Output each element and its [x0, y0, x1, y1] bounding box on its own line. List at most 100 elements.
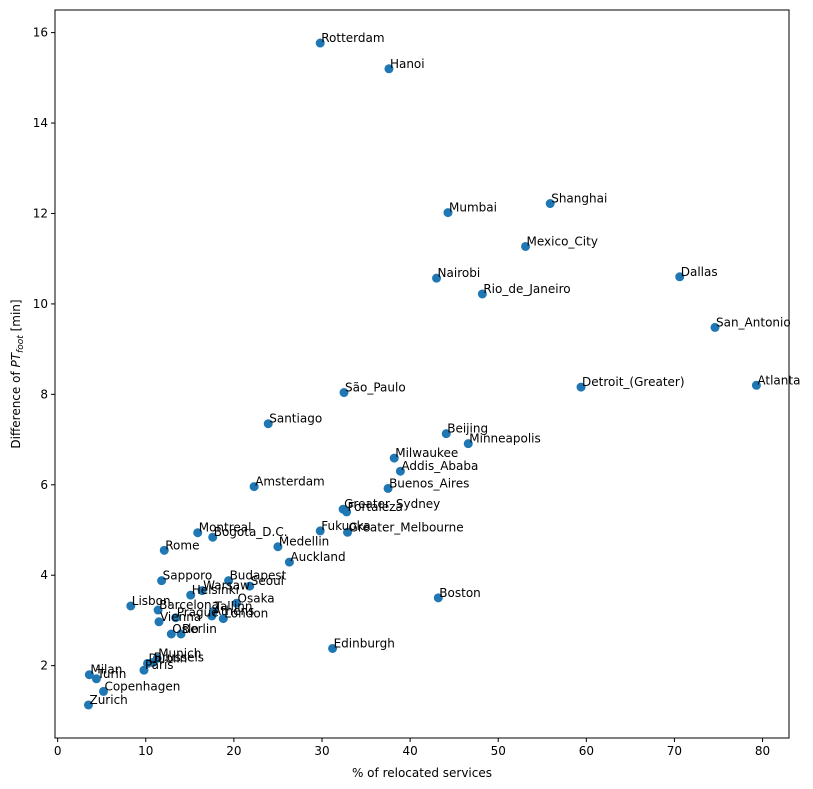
data-point-label: Rotterdam: [321, 31, 384, 45]
data-point: [576, 382, 586, 392]
data-point-label: Athens: [213, 604, 255, 618]
data-point-label: Berlin: [182, 622, 217, 636]
data-point: [521, 241, 531, 251]
data-point-label: Helsinki: [192, 583, 239, 597]
data-point: [176, 629, 186, 639]
x-tick-label: 40: [402, 744, 417, 758]
data-point: [751, 380, 761, 390]
data-point: [232, 598, 242, 608]
data-point-label: Oslo: [172, 622, 198, 636]
data-point: [432, 273, 442, 283]
data-point: [315, 38, 325, 48]
data-point-label: Brussels: [154, 650, 204, 664]
y-axis-label-suffix: [min]: [9, 299, 23, 335]
data-point: [157, 576, 167, 586]
data-point-label: Milan: [90, 663, 122, 677]
data-point: [477, 289, 487, 299]
x-tick-label: 0: [54, 744, 62, 758]
data-point: [139, 665, 149, 675]
data-point: [342, 507, 352, 517]
data-point: [328, 643, 338, 653]
data-point-label: Copenhagen: [104, 679, 180, 693]
data-point-label: Vienna: [160, 610, 201, 624]
data-point-label: Greater_Sydney: [344, 497, 440, 511]
data-point: [186, 590, 196, 600]
data-point-label: Greater_Melbourne: [349, 520, 464, 534]
y-tick-label: 8: [40, 387, 48, 401]
data-point: [675, 272, 685, 282]
data-point-label: Tallinn: [214, 599, 253, 613]
data-point-label: San_Antonio: [716, 315, 791, 329]
x-tick-label: 80: [755, 744, 770, 758]
data-point: [154, 617, 164, 627]
data-point-label: Mexico_City: [527, 234, 598, 248]
data-point-label: Rome: [165, 538, 199, 552]
data-point: [245, 581, 255, 591]
plot-area: [54, 9, 790, 739]
data-point-label: Detroit_(Greater): [582, 375, 684, 389]
x-tick-label: 20: [226, 744, 241, 758]
data-point-label: Barcelona: [159, 598, 219, 612]
data-point: [263, 419, 273, 429]
data-points: [83, 38, 761, 710]
data-point: [433, 593, 443, 603]
data-point-label: Hanoi: [390, 57, 425, 71]
x-tick-label: 30: [314, 744, 329, 758]
y-tick-label: 10: [33, 297, 48, 311]
data-point-label: Prague: [177, 606, 219, 620]
data-point: [389, 453, 399, 463]
x-axis-label: % of relocated services: [352, 766, 492, 780]
data-point-label: Amsterdam: [255, 475, 325, 489]
x-tick-label: 50: [491, 744, 506, 758]
data-point-label: Seoul: [251, 574, 284, 588]
data-point-label: Dublin: [149, 651, 188, 665]
data-point-label: Nairobi: [438, 266, 481, 280]
data-point-label: São_Paulo: [345, 381, 406, 395]
y-axis: 2 4 6 8 10 12 14 16: [33, 26, 55, 673]
data-point: [284, 557, 294, 567]
data-point-label: Shanghai: [551, 192, 607, 206]
data-point: [126, 601, 136, 611]
data-point: [273, 542, 283, 552]
data-point: [148, 657, 158, 667]
y-tick-label: 16: [33, 26, 48, 40]
y-tick-label: 2: [40, 659, 48, 673]
x-tick-label: 10: [138, 744, 153, 758]
data-point-label: Fukuoka: [321, 519, 370, 533]
x-tick-label: 60: [579, 744, 594, 758]
data-point: [249, 482, 259, 492]
y-tick-label: 6: [40, 478, 48, 492]
data-point: [98, 686, 108, 696]
data-point-label: Milwaukee: [395, 446, 458, 460]
data-point: [193, 528, 203, 538]
data-point: [315, 526, 325, 536]
y-tick-label: 4: [40, 568, 48, 582]
data-point: [710, 322, 720, 332]
data-point-label: Boston: [439, 586, 480, 600]
data-point: [159, 545, 169, 555]
data-point: [83, 700, 93, 710]
data-point-label: Santiago: [269, 412, 322, 426]
data-point: [91, 674, 101, 684]
data-point-label: Medellin: [279, 535, 329, 549]
data-point: [207, 611, 217, 621]
data-point-label: Paris: [145, 658, 174, 672]
data-point: [441, 429, 451, 439]
data-point-label: Bogota_D.C.: [214, 525, 288, 539]
y-axis-label-prefix: Difference of: [9, 368, 23, 449]
data-point-label: Sapporo: [163, 569, 213, 583]
data-point: [153, 605, 163, 615]
data-point: [343, 527, 353, 537]
data-point-label: Budapest: [230, 569, 287, 583]
data-point-label: Addis_Ababa: [401, 459, 478, 473]
y-axis-label-sub: foot: [16, 335, 26, 353]
data-point-label: Lisbon: [132, 594, 171, 608]
data-point-label: Beijing: [447, 422, 488, 436]
data-point-label: Rio_de_Janeiro: [483, 282, 570, 296]
data-point: [197, 586, 207, 596]
y-axis-label: Difference of PTfoot [min]: [9, 299, 26, 448]
y-tick-label: 14: [33, 116, 48, 130]
data-point: [443, 208, 453, 218]
data-point-label: Osaka: [238, 591, 275, 605]
